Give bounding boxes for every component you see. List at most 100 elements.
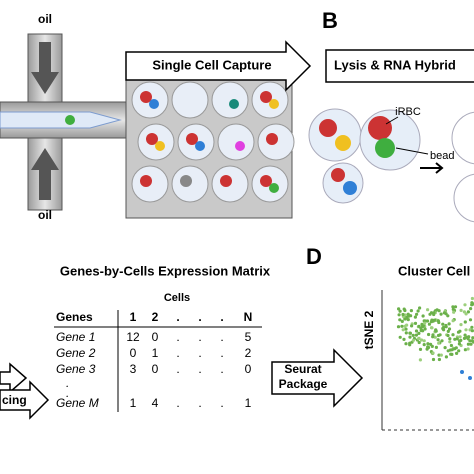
table-cell: 5	[245, 330, 252, 344]
cluster-dot	[446, 333, 450, 338]
cluster-dot	[418, 358, 422, 362]
cluster-dot	[404, 331, 408, 335]
cluster-dot	[427, 332, 431, 337]
cluster-dot	[439, 353, 443, 357]
cluster-dot	[444, 325, 448, 329]
cluster-dot	[418, 347, 423, 351]
cluster-dot	[429, 326, 434, 330]
plot-title: Cluster Cell	[398, 263, 470, 278]
cluster-dot	[469, 342, 473, 346]
cluster-dot	[406, 318, 410, 322]
cluster-dot	[410, 324, 414, 328]
cluster-dot	[449, 352, 453, 356]
cluster-dot	[411, 338, 416, 342]
table-cell: 1	[245, 396, 252, 410]
bead	[335, 135, 351, 151]
table-cell: .	[220, 362, 223, 376]
cluster-dot	[468, 376, 472, 380]
bead	[269, 183, 279, 193]
cluster-dot	[405, 315, 409, 319]
cluster-dot	[460, 370, 464, 374]
cluster-dot	[446, 329, 450, 333]
cluster-dot	[451, 319, 455, 323]
cluster-dot	[422, 339, 426, 343]
arrow-down	[31, 42, 59, 94]
cluster-dot	[427, 322, 431, 326]
table-cell: .	[220, 396, 223, 410]
cluster-dot	[470, 301, 474, 305]
cluster-dot	[455, 351, 459, 355]
cluster-dot	[447, 322, 451, 326]
cluster-dot	[453, 347, 457, 351]
cluster-dot	[420, 328, 424, 332]
cluster-dot	[414, 329, 419, 333]
cluster-dot	[426, 342, 430, 346]
table-cell: .	[176, 396, 179, 410]
cluster-dot	[413, 321, 418, 325]
table-cell: 2	[245, 346, 252, 360]
cluster-dot	[439, 312, 443, 316]
cluster-dot	[416, 309, 420, 313]
cluster-dot	[422, 343, 426, 347]
cluster-dot	[457, 342, 461, 346]
cluster-dot	[444, 355, 448, 359]
table-cell: .	[198, 362, 201, 376]
cluster-dot	[451, 307, 455, 311]
cluster-dot	[436, 319, 440, 323]
cluster-dot	[449, 343, 453, 348]
cell	[331, 168, 345, 182]
cluster-dot	[415, 312, 419, 316]
cluster-dot	[463, 320, 467, 324]
cluster-dot	[433, 335, 437, 339]
gene-name: Gene 3	[56, 362, 96, 376]
cluster-dot	[434, 329, 438, 333]
bead	[235, 141, 245, 151]
capture-arrow	[125, 40, 312, 92]
table-header: 2	[152, 310, 159, 324]
leader	[395, 147, 429, 155]
cell	[220, 175, 232, 187]
cluster-dot	[397, 307, 401, 311]
callout: bead	[430, 150, 454, 162]
table-cell: 1	[152, 346, 159, 360]
cluster-dot	[458, 335, 462, 339]
cluster-dot	[434, 345, 438, 349]
cluster-dot	[463, 348, 467, 352]
cluster-dot	[462, 310, 466, 314]
well	[171, 81, 209, 119]
cluster-dot	[441, 325, 446, 330]
cluster-dot	[400, 324, 404, 328]
cluster-dot	[458, 329, 462, 333]
table-cell: .	[220, 330, 223, 344]
arrow-up	[31, 148, 59, 200]
bead	[375, 138, 395, 158]
arrow-label: Lysis & RNA Hybrid	[334, 57, 456, 72]
oil-label: oil	[38, 208, 52, 222]
cluster-dot	[396, 325, 401, 329]
gene-name: Gene 1	[56, 330, 95, 344]
arrow-label: cing	[2, 393, 27, 407]
droplet	[451, 111, 474, 165]
cluster-dot	[442, 328, 446, 332]
cluster-dot	[466, 347, 470, 351]
cluster-dot	[398, 335, 402, 339]
cluster-dot	[406, 312, 410, 316]
cluster-dot	[451, 333, 455, 337]
droplet	[322, 162, 364, 204]
oil-label: oil	[38, 12, 52, 26]
cluster-dot	[411, 333, 415, 337]
callout: iRBC	[395, 106, 421, 118]
cluster-dot	[463, 303, 467, 307]
panel-label: D	[306, 244, 322, 269]
matrix-title: Genes-by-Cells Expression Matrix	[60, 263, 271, 278]
cell	[260, 175, 272, 187]
well	[211, 81, 249, 119]
cell	[186, 133, 198, 145]
table-header: 1	[130, 310, 137, 324]
cluster-dot	[469, 307, 473, 311]
cluster-dot	[466, 342, 470, 346]
cluster-dot	[409, 309, 413, 313]
arrow	[420, 162, 444, 174]
cluster-dot	[436, 338, 440, 342]
